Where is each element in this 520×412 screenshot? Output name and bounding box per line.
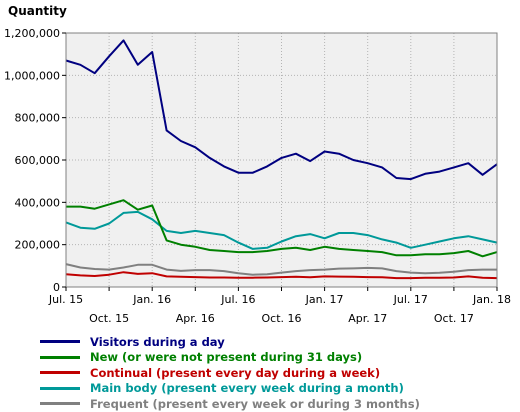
legend-item: Visitors during a day (40, 334, 420, 350)
legend-label: New (or were not present during 31 days) (90, 350, 363, 365)
legend-label: Main body (present every week during a m… (90, 381, 404, 396)
axes (62, 32, 498, 291)
legend-swatch (40, 371, 80, 375)
legend-swatch (40, 386, 80, 390)
x-tick-label: Jul. 17 (393, 293, 428, 306)
x-tick-label: Oct. 15 (89, 312, 129, 325)
legend-item: Continual (present every day during a we… (40, 365, 420, 381)
x-tick-label: Apr. 16 (176, 312, 215, 325)
y-tick-label: 600,000 (15, 154, 61, 167)
x-tick-label: Oct. 16 (261, 312, 301, 325)
series-line (65, 263, 497, 276)
line-chart: Quantity 0 200,000 400,000 600,000 800,000 1,… (4, 4, 511, 325)
legend: Visitors during a day New (or were not pr… (40, 334, 420, 412)
x-tick-label: Jul. 15 (48, 293, 83, 306)
y-tick-label: 200,000 (15, 239, 61, 252)
x-tick-label: Jan. 16 (132, 293, 171, 306)
y-tick-label: 0 (53, 281, 60, 294)
series-line (66, 199, 498, 258)
legend-swatch (40, 402, 80, 406)
x-tick-labels: Jul. 15 Jan. 16 Jul. 16 Jan. 17 Jul. 17 Jan. … (48, 293, 511, 325)
x-tick-label: Oct. 17 (434, 312, 474, 325)
legend-swatch (40, 355, 80, 359)
y-tick-label: 800,000 (15, 112, 61, 125)
series-line (65, 39, 498, 181)
x-tick-label: Jan. 17 (305, 293, 344, 306)
legend-item: Frequent (present every week or during 3… (40, 396, 420, 412)
series-lines (65, 39, 498, 280)
legend-item: Main body (present every week during a m… (40, 381, 420, 397)
legend-label: Visitors during a day (90, 334, 225, 349)
legend-label: Continual (present every day during a we… (90, 365, 381, 380)
legend-swatch (40, 340, 80, 344)
x-tick-label: Apr. 17 (348, 312, 387, 325)
y-tick-label: 400,000 (15, 196, 61, 209)
series-line (65, 271, 498, 280)
y-axis-title: Quantity (8, 4, 67, 18)
y-tick-label: 1,000,000 (4, 69, 60, 82)
x-tick-label: Jul. 16 (220, 293, 255, 306)
series-line (65, 210, 498, 250)
y-tick-labels: 0 200,000 400,000 600,000 800,000 1,000,000 1,… (4, 27, 60, 294)
legend-label: Frequent (present every week or during 3… (90, 396, 420, 411)
legend-item: New (or were not present during 31 days) (40, 350, 420, 366)
y-tick-label: 1,200,000 (4, 27, 60, 40)
x-tick-label: Jan. 18 (472, 293, 511, 306)
